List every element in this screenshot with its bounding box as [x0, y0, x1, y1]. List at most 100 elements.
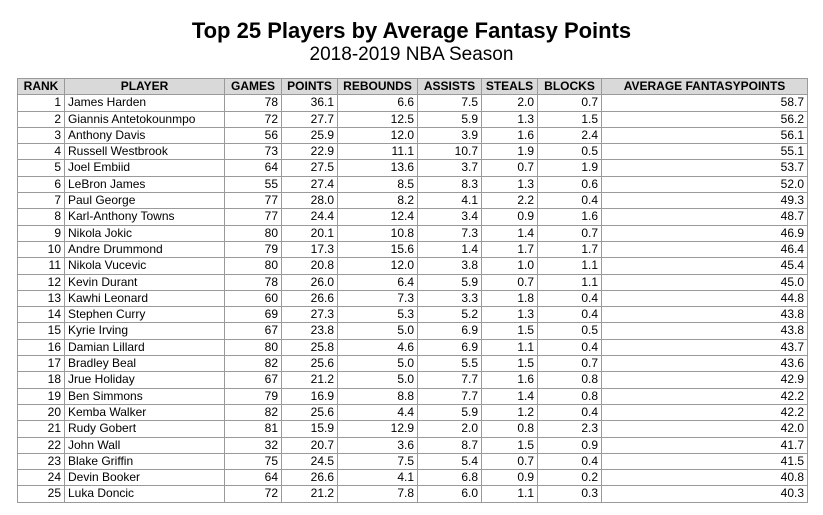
rebounds-cell: 12.0 [337, 126, 418, 145]
assists-cell: 5.9 [417, 403, 482, 422]
table-row: 2 Giannis Antetokounmpo 72 27.7 12.5 5.9 1.3 1.… [17, 110, 808, 128]
games-cell: 32 [224, 436, 282, 454]
blocks-cell: 0.9 [537, 436, 602, 454]
blocks-cell: 0.4 [537, 338, 602, 357]
steals-cell: 2.2 [481, 192, 538, 210]
average-fantasy-points-cell: 53.7 [601, 159, 808, 177]
table-row: 16 Damian Lillard 80 25.8 4.6 6.9 1.1 0.4 43.7 [17, 338, 808, 357]
rank-cell: 8 [17, 208, 65, 226]
points-cell: 25.9 [281, 126, 338, 145]
steals-cell: 1.6 [481, 126, 538, 145]
table-row: 12 Kevin Durant 78 26.0 6.4 5.9 0.7 1.1 45.0 [17, 273, 808, 291]
average-fantasy-points-cell: 42.0 [601, 420, 808, 438]
rank-cell: 17 [17, 355, 65, 373]
player-cell: Bradley Beal [64, 355, 225, 373]
games-cell: 73 [224, 143, 282, 161]
points-cell: 28.0 [281, 192, 338, 210]
rank-cell: 12 [17, 273, 65, 291]
rank-cell: 2 [17, 110, 65, 128]
average-fantasy-points-cell: 46.4 [601, 240, 808, 259]
points-cell: 20.1 [281, 224, 338, 242]
rank-cell: 23 [17, 452, 65, 471]
rank-cell: 14 [17, 306, 65, 324]
games-cell: 77 [224, 208, 282, 226]
blocks-cell: 0.5 [537, 143, 602, 161]
player-cell: Devin Booker [64, 469, 225, 487]
games-cell: 78 [224, 273, 282, 291]
points-cell: 27.5 [281, 159, 338, 177]
player-cell: John Wall [64, 436, 225, 454]
rebounds-cell: 5.3 [337, 306, 418, 324]
rebounds-cell: 4.4 [337, 403, 418, 422]
steals-cell: 0.9 [481, 208, 538, 226]
blocks-cell: 0.4 [537, 403, 602, 422]
steals-cell: 1.3 [481, 306, 538, 324]
games-cell: 77 [224, 192, 282, 210]
blocks-cell: 0.8 [537, 371, 602, 389]
rank-cell: 13 [17, 289, 65, 308]
table-row: 22 John Wall 32 20.7 3.6 8.7 1.5 0.9 41.7 [17, 436, 808, 454]
steals-cell: 1.5 [481, 322, 538, 340]
table-row: 18 Jrue Holiday 67 21.2 5.0 7.7 1.6 0.8 42.9 [17, 371, 808, 389]
average-fantasy-points-cell: 40.3 [601, 485, 808, 503]
games-cell: 80 [224, 257, 282, 275]
rebounds-cell: 4.6 [337, 338, 418, 357]
blocks-cell: 0.3 [537, 485, 602, 503]
assists-cell: 7.7 [417, 371, 482, 389]
steals-cell: 1.2 [481, 403, 538, 422]
player-cell: Stephen Curry [64, 306, 225, 324]
games-cell: 80 [224, 338, 282, 357]
player-cell: Jrue Holiday [64, 371, 225, 389]
games-cell: 69 [224, 306, 282, 324]
assists-cell: 2.0 [417, 420, 482, 438]
rebounds-cell: 12.5 [337, 110, 418, 128]
player-cell: Anthony Davis [64, 126, 225, 145]
average-fantasy-points-cell: 49.3 [601, 192, 808, 210]
table-row: 14 Stephen Curry 69 27.3 5.3 5.2 1.3 0.4 43.8 [17, 306, 808, 324]
average-fantasy-points-cell: 45.4 [601, 257, 808, 275]
games-cell: 80 [224, 224, 282, 242]
average-fantasy-points-header: AVERAGE FANTASYPOINTS [601, 77, 808, 96]
average-fantasy-points-cell: 46.9 [601, 224, 808, 242]
rebounds-cell: 7.8 [337, 485, 418, 503]
steals-cell: 1.6 [481, 371, 538, 389]
games-cell: 55 [224, 175, 282, 194]
rank-cell: 15 [17, 322, 65, 340]
player-cell: James Harden [64, 94, 225, 112]
rank-cell: 18 [17, 371, 65, 389]
player-cell: Russell Westbrook [64, 143, 225, 161]
blocks-cell: 0.2 [537, 469, 602, 487]
assists-cell: 6.8 [417, 469, 482, 487]
points-cell: 25.6 [281, 355, 338, 373]
assists-cell: 5.9 [417, 110, 482, 128]
steals-cell: 1.4 [481, 387, 538, 405]
table-row: 21 Rudy Gobert 81 15.9 12.9 2.0 0.8 2.3 42.0 [17, 420, 808, 438]
points-cell: 27.7 [281, 110, 338, 128]
average-fantasy-points-cell: 56.2 [601, 110, 808, 128]
games-cell: 67 [224, 322, 282, 340]
assists-cell: 3.7 [417, 159, 482, 177]
table-row: 1 James Harden 78 36.1 6.6 7.5 2.0 0.7 58.7 [17, 94, 808, 112]
rank-cell: 19 [17, 387, 65, 405]
steals-cell: 1.0 [481, 257, 538, 275]
steals-cell: 0.7 [481, 273, 538, 291]
table-row: 5 Joel Embiid 64 27.5 13.6 3.7 0.7 1.9 53.7 [17, 159, 808, 177]
assists-cell: 5.4 [417, 452, 482, 471]
steals-cell: 2.0 [481, 94, 538, 112]
rebounds-header: REBOUNDS [337, 77, 418, 96]
blocks-cell: 0.8 [537, 387, 602, 405]
rebounds-cell: 11.1 [337, 143, 418, 161]
assists-cell: 3.4 [417, 208, 482, 226]
average-fantasy-points-cell: 41.7 [601, 436, 808, 454]
table-row: 10 Andre Drummond 79 17.3 15.6 1.4 1.7 1.7 46.4 [17, 240, 808, 259]
steals-cell: 1.8 [481, 289, 538, 308]
rank-header: RANK [17, 77, 65, 96]
assists-cell: 6.9 [417, 338, 482, 357]
points-cell: 24.5 [281, 452, 338, 471]
assists-cell: 1.4 [417, 240, 482, 259]
rebounds-cell: 8.2 [337, 192, 418, 210]
blocks-cell: 1.6 [537, 208, 602, 226]
table-row: 11 Nikola Vucevic 80 20.8 12.0 3.8 1.0 1.1 45.4 [17, 257, 808, 275]
average-fantasy-points-cell: 43.6 [601, 355, 808, 373]
rank-cell: 25 [17, 485, 65, 503]
